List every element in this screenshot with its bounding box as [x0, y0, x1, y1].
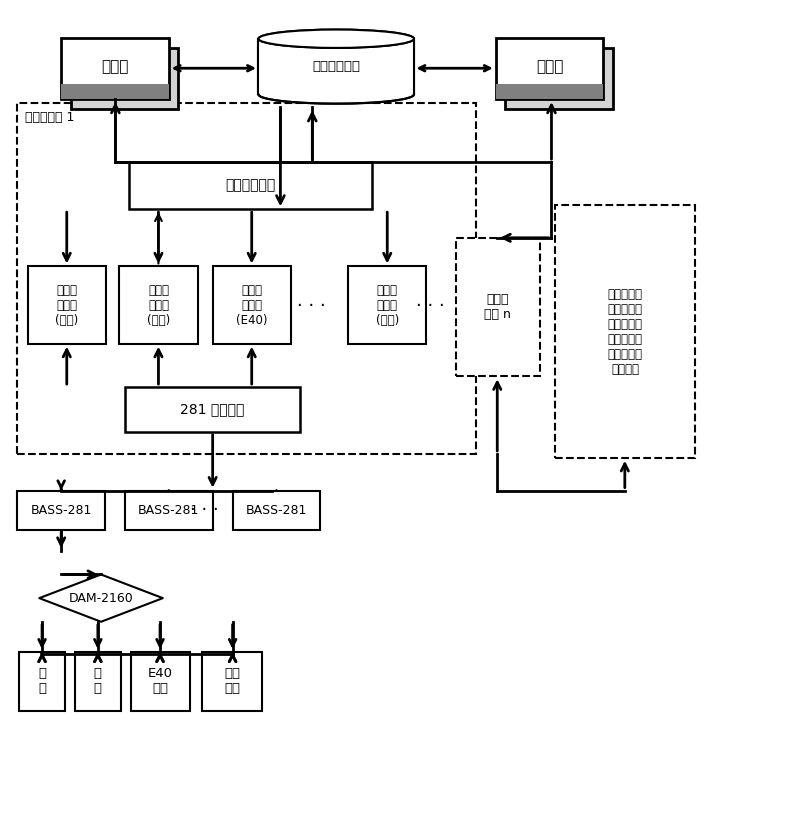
- FancyBboxPatch shape: [18, 103, 476, 454]
- Bar: [496, 84, 603, 99]
- Text: 设备接
口模块
(电表): 设备接 口模块 (电表): [55, 284, 78, 326]
- FancyBboxPatch shape: [74, 652, 121, 711]
- Bar: [506, 48, 613, 109]
- Text: 维护台: 维护台: [536, 60, 563, 74]
- FancyBboxPatch shape: [125, 387, 300, 432]
- Bar: [61, 84, 169, 99]
- Text: 调度服务器
（通信调度
模块、设备
接口调度模
块、运行管
理模块）: 调度服务器 （通信调度 模块、设备 接口调度模 块、运行管 理模块）: [608, 288, 642, 375]
- FancyBboxPatch shape: [555, 205, 695, 458]
- Ellipse shape: [258, 85, 414, 104]
- FancyBboxPatch shape: [202, 652, 262, 711]
- Text: 数据处理模块: 数据处理模块: [226, 178, 276, 192]
- Text: 门
禁: 门 禁: [94, 667, 102, 695]
- FancyBboxPatch shape: [348, 267, 426, 344]
- Text: BASS-281: BASS-281: [246, 504, 307, 517]
- Bar: [61, 38, 169, 99]
- Text: 设备接
口模块
(其他): 设备接 口模块 (其他): [376, 284, 399, 326]
- FancyBboxPatch shape: [119, 267, 198, 344]
- Text: 其他
设备: 其他 设备: [224, 667, 240, 695]
- Text: 设备接
口模块
(门禁): 设备接 口模块 (门禁): [147, 284, 170, 326]
- Text: 281 通信模块: 281 通信模块: [181, 402, 245, 416]
- Ellipse shape: [258, 29, 414, 48]
- FancyBboxPatch shape: [28, 267, 106, 344]
- FancyBboxPatch shape: [129, 162, 372, 209]
- Text: DAM-2160: DAM-2160: [69, 591, 134, 605]
- Bar: [70, 48, 178, 109]
- Bar: [258, 38, 414, 95]
- FancyBboxPatch shape: [18, 491, 105, 529]
- Text: BASS-281: BASS-281: [138, 504, 199, 517]
- FancyBboxPatch shape: [213, 267, 290, 344]
- Bar: [258, 38, 414, 95]
- FancyBboxPatch shape: [130, 652, 190, 711]
- Text: · · ·: · · ·: [190, 501, 218, 519]
- Text: 前端服务器 1: 前端服务器 1: [26, 111, 74, 124]
- Text: · · ·: · · ·: [297, 297, 326, 315]
- Text: 设备接
口模块
(E40): 设备接 口模块 (E40): [236, 284, 267, 326]
- Text: 数据库服务器: 数据库服务器: [312, 60, 360, 73]
- Text: E40
电源: E40 电源: [148, 667, 173, 695]
- Text: 前端服
务器 n: 前端服 务器 n: [484, 293, 511, 321]
- Text: BASS-281: BASS-281: [30, 504, 92, 517]
- FancyBboxPatch shape: [456, 238, 539, 376]
- FancyBboxPatch shape: [19, 652, 65, 711]
- Text: 维护台: 维护台: [102, 60, 129, 74]
- FancyBboxPatch shape: [233, 491, 320, 529]
- FancyBboxPatch shape: [125, 491, 213, 529]
- Bar: [496, 38, 603, 99]
- Ellipse shape: [258, 29, 414, 48]
- Text: · · ·: · · ·: [416, 297, 445, 315]
- Text: 电
表: 电 表: [38, 667, 46, 695]
